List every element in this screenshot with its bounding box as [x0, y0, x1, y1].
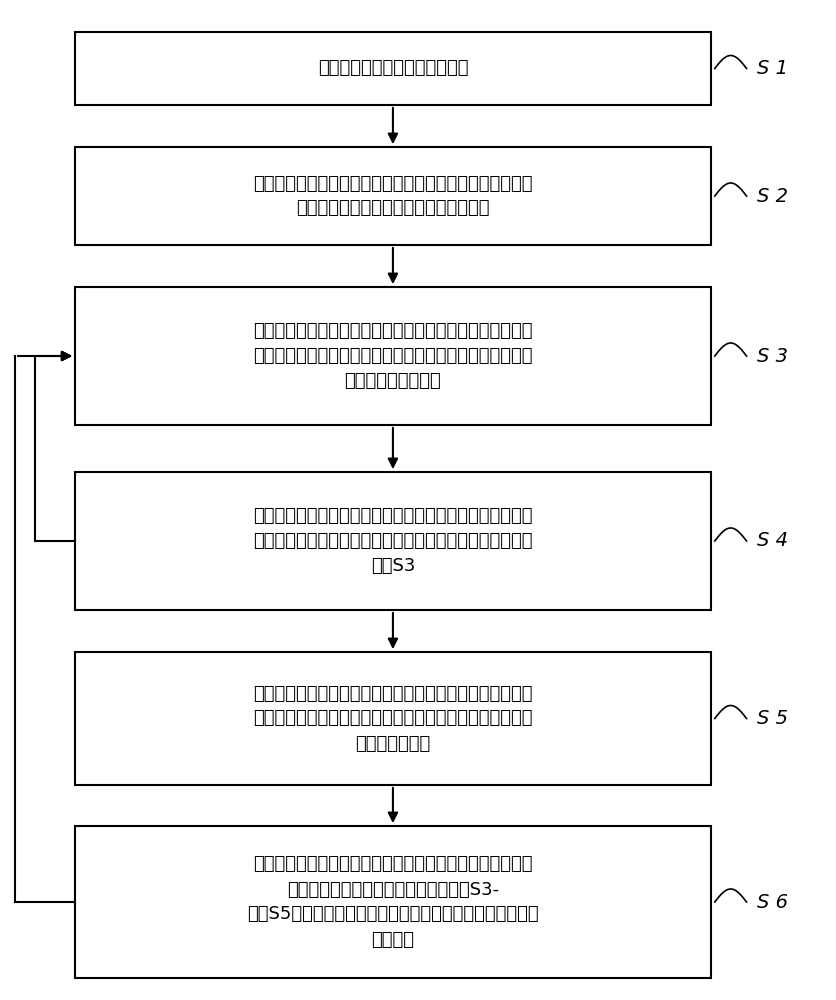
- FancyBboxPatch shape: [75, 826, 711, 978]
- FancyBboxPatch shape: [75, 287, 711, 425]
- Text: S 1: S 1: [757, 59, 788, 78]
- Text: 在当前的参数正交矩阵的基础上，按照设定的参数波动范围
生成新的参数正交矩阵，重复执行步骤S3-
步骤S5，直至重复次数达到设定的自洽循环次数，输出最优
仿真参数: 在当前的参数正交矩阵的基础上，按照设定的参数波动范围 生成新的参数正交矩阵，重复…: [247, 856, 538, 948]
- FancyBboxPatch shape: [75, 32, 711, 105]
- Text: S 3: S 3: [757, 347, 788, 366]
- Text: S 6: S 6: [757, 892, 788, 912]
- Text: 从所述参数正交矩阵中获取一组参数组合作为质子交换膜配
方信息，并通过质子交换膜的仿真评价方法，得到该组参数
组合的仿真评价结果: 从所述参数正交矩阵中获取一组参数组合作为质子交换膜配 方信息，并通过质子交换膜的…: [253, 322, 533, 390]
- Text: 对所述仿真参数进行排列组合，得到参数正交矩阵，所述参
数正交矩阵为所有可行的参数组合的集合: 对所述仿真参数进行排列组合，得到参数正交矩阵，所述参 数正交矩阵为所有可行的参数…: [253, 174, 533, 218]
- Text: S 2: S 2: [757, 186, 788, 206]
- Text: 计算记录的参数组合与最优参数的差值，记为第二差值，若
所述第二差值小于所述第一差值，则将所述最优参数更新为
记录的参数组合: 计算记录的参数组合与最优参数的差值，记为第二差值，若 所述第二差值小于所述第一差…: [253, 684, 533, 752]
- FancyBboxPatch shape: [75, 472, 711, 610]
- Text: S 5: S 5: [757, 709, 788, 728]
- Text: 计算所述仿真评价结果与标准结果的差值，记为第一差值，
若所述第一差值小于极限值，则记录该参数组合，否则执行
步骤S3: 计算所述仿真评价结果与标准结果的差值，记为第一差值， 若所述第一差值小于极限值，…: [253, 507, 533, 575]
- FancyBboxPatch shape: [75, 652, 711, 785]
- Text: 获取设计质子交换膜的仿真参数: 获取设计质子交换膜的仿真参数: [318, 60, 468, 78]
- FancyBboxPatch shape: [75, 147, 711, 245]
- Text: S 4: S 4: [757, 532, 788, 550]
